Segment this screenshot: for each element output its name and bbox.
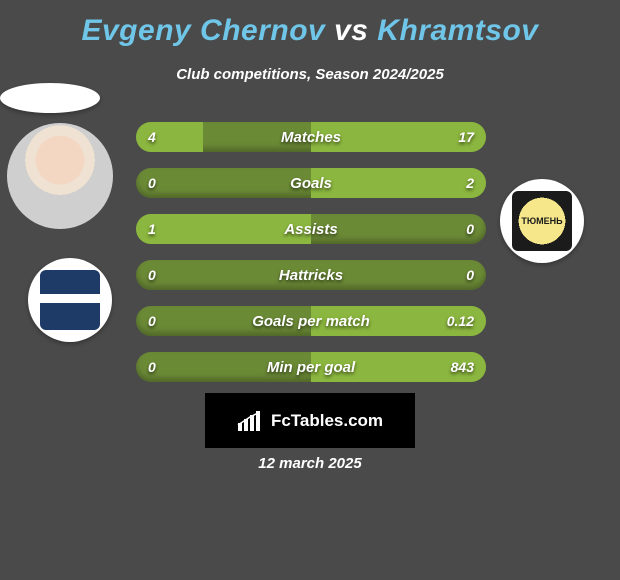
stat-row: 0 Goals per match 0.12 <box>136 306 486 336</box>
bar-fill-left <box>136 122 203 152</box>
vs-separator: vs <box>334 14 368 47</box>
stat-row: 1 Assists 0 <box>136 214 486 244</box>
stat-value-left: 0 <box>148 267 156 283</box>
stat-label: Hattricks <box>279 267 343 284</box>
club-badge-inner: ТЮМЕНЬ <box>512 191 572 251</box>
bar-fill-right <box>311 168 486 198</box>
player1-avatar <box>7 123 113 229</box>
stat-label: Goals per match <box>252 313 370 330</box>
stat-value-right: 843 <box>451 359 474 375</box>
stat-value-right: 0 <box>466 221 474 237</box>
stat-value-right: 0.12 <box>447 313 474 329</box>
club2-name: ТЮМЕНЬ <box>521 216 562 226</box>
stat-row: 0 Goals 2 <box>136 168 486 198</box>
branding-banner[interactable]: FcTables.com <box>205 393 415 448</box>
stat-value-right: 0 <box>466 267 474 283</box>
chart-icon <box>237 411 263 431</box>
stat-label: Assists <box>284 221 337 238</box>
stats-container: 4 Matches 17 0 Goals 2 1 Assists 0 0 Hattricks 0 0 Go… <box>136 122 486 398</box>
stat-value-right: 17 <box>458 129 474 145</box>
player2-name: Khramtsov <box>377 14 538 47</box>
stat-value-left: 0 <box>148 175 156 191</box>
branding-text: FcTables.com <box>271 411 383 431</box>
stat-label: Min per goal <box>267 359 355 376</box>
stat-value-left: 0 <box>148 313 156 329</box>
stat-value-right: 2 <box>466 175 474 191</box>
stat-value-left: 0 <box>148 359 156 375</box>
stat-value-left: 1 <box>148 221 156 237</box>
stat-label: Goals <box>290 175 332 192</box>
stat-row: 0 Hattricks 0 <box>136 260 486 290</box>
stat-label: Matches <box>281 129 341 146</box>
club-badge-inner: БАЛТИКА <box>40 270 100 330</box>
player2-club-badge: ТЮМЕНЬ <box>500 179 584 263</box>
player1-club-badge: БАЛТИКА <box>28 258 112 342</box>
comparison-title: Evgeny Chernov vs Khramtsov <box>0 0 620 48</box>
stat-row: 0 Min per goal 843 <box>136 352 486 382</box>
stat-row: 4 Matches 17 <box>136 122 486 152</box>
player2-avatar <box>0 83 100 113</box>
club1-name: БАЛТИКА <box>48 295 91 305</box>
subtitle: Club competitions, Season 2024/2025 <box>0 66 620 83</box>
comparison-date: 12 march 2025 <box>0 455 620 472</box>
player1-name: Evgeny Chernov <box>81 14 325 47</box>
stat-value-left: 4 <box>148 129 156 145</box>
